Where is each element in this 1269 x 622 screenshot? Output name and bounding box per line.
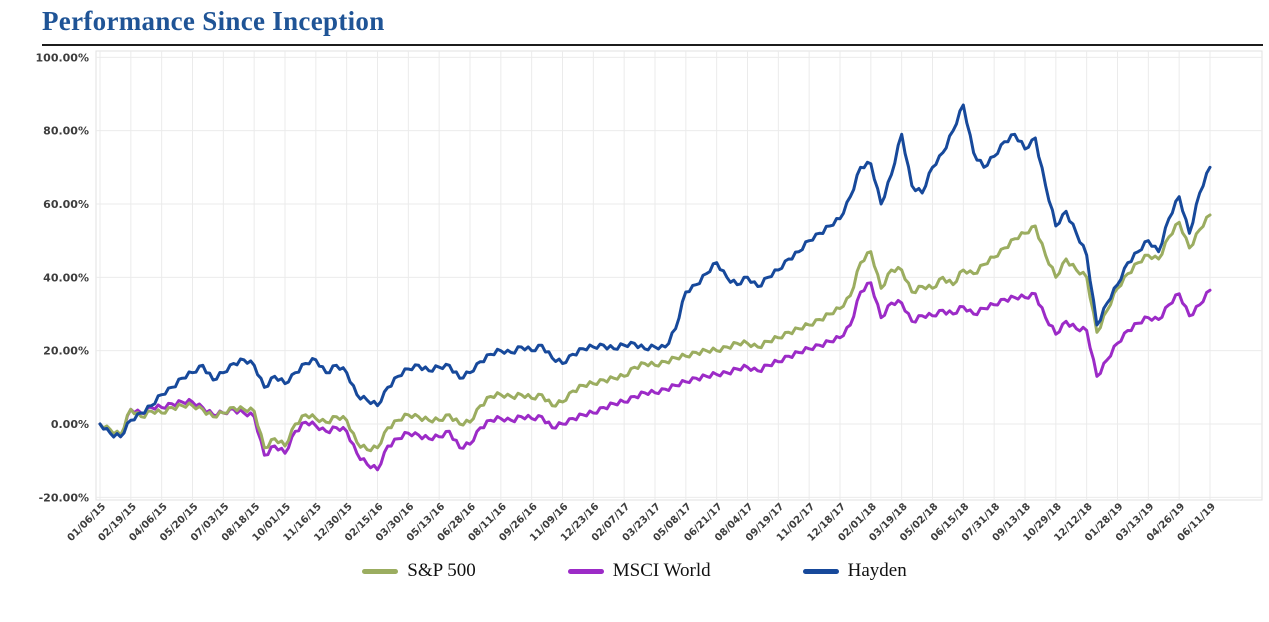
legend-label-msci-world: MSCI World bbox=[612, 560, 711, 581]
y-axis-tick-label: -20.00% bbox=[39, 491, 89, 504]
chart-title: Performance Since Inception bbox=[42, 6, 385, 36]
series-line-msci-world bbox=[98, 281, 1212, 472]
y-axis-tick-label: 20.00% bbox=[43, 345, 89, 358]
plot-area-border bbox=[95, 50, 1263, 501]
msci-world-line-swatch bbox=[567, 568, 604, 574]
y-axis-tick-label: 100.00% bbox=[36, 51, 89, 64]
legend-item-hayden: Hayden bbox=[802, 560, 907, 582]
series-line-hayden bbox=[98, 103, 1212, 439]
legend-label-sp500: S&P 500 bbox=[407, 560, 476, 581]
legend-item-sp500: S&P 500 bbox=[362, 560, 476, 582]
legend-item-msci-world: MSCI World bbox=[567, 560, 711, 582]
hayden-line-swatch bbox=[802, 568, 839, 574]
chart-legend: S&P 500 MSCI World Hayden bbox=[0, 560, 1269, 582]
sp500-line-swatch bbox=[362, 568, 399, 574]
title-underline bbox=[42, 44, 1263, 46]
legend-label-hayden: Hayden bbox=[847, 560, 907, 581]
y-axis-tick-label: 0.00% bbox=[51, 418, 89, 431]
y-axis-tick-label: 80.00% bbox=[43, 125, 89, 138]
y-axis-tick-label: 60.00% bbox=[43, 198, 89, 211]
y-axis-tick-label: 40.00% bbox=[43, 271, 89, 284]
series-line-s-p-500 bbox=[98, 213, 1212, 453]
